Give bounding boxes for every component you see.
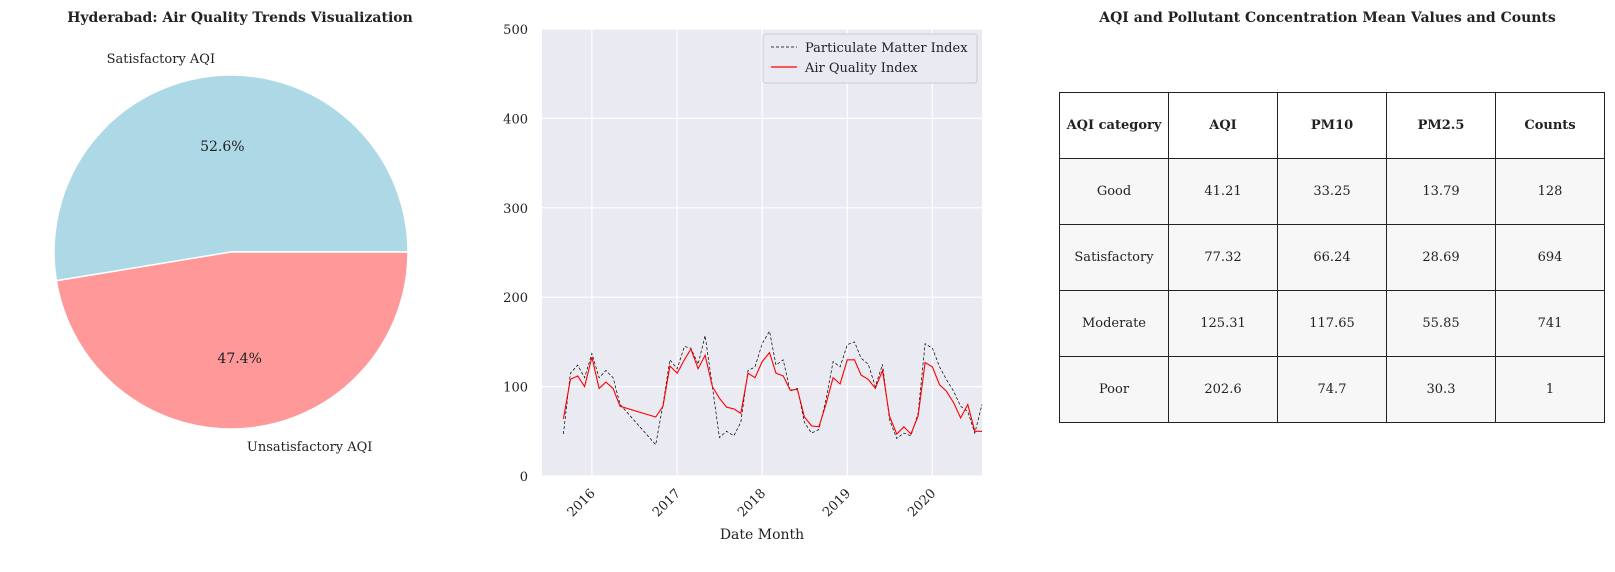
line-chart: 0 100 200 300 400 500 2016 2017 2018 2019 2020 Date… <box>503 23 983 543</box>
pie-slice <box>55 251 409 430</box>
pie-category-label: Satisfactory AQI <box>107 52 215 67</box>
pie-slice <box>53 74 409 282</box>
table-row: Good 41.21 33.25 13.79 128 <box>1059 158 1605 225</box>
x-tick-label: 2016 <box>565 486 599 520</box>
x-tick-label: 2020 <box>905 486 939 520</box>
table-cell: 694 <box>1495 224 1605 291</box>
table-cell: Moderate <box>1059 290 1169 357</box>
table-cell: 202.6 <box>1168 356 1278 423</box>
table-cell: 1 <box>1495 356 1605 423</box>
table-header-cell: PM2.5 <box>1386 92 1496 159</box>
table-cell: 125.31 <box>1168 290 1278 357</box>
table-cell: 33.25 <box>1277 158 1387 225</box>
table-cell: 28.69 <box>1386 224 1496 291</box>
table-cell: 74.7 <box>1277 356 1387 423</box>
pie-value-label: 47.4% <box>217 351 261 367</box>
table-cell: 66.24 <box>1277 224 1387 291</box>
table-cell: 41.21 <box>1168 158 1278 225</box>
table-header-cell: Counts <box>1495 92 1605 159</box>
y-tick-label: 100 <box>503 381 528 396</box>
table-header-cell: AQI category <box>1059 92 1169 159</box>
table-cell: 13.79 <box>1386 158 1496 225</box>
table-cell: 30.3 <box>1386 356 1496 423</box>
table-cell: 128 <box>1495 158 1605 225</box>
table-cell: 77.32 <box>1168 224 1278 291</box>
series-line <box>563 330 983 446</box>
table-row: Poor 202.6 74.7 30.3 1 <box>1059 356 1605 423</box>
pie-chart: 52.6% Satisfactory AQI 47.4% Unsatisfactory… <box>53 52 409 455</box>
table-header-cell: PM10 <box>1277 92 1387 159</box>
table-row: Satisfactory 77.32 66.24 28.69 694 <box>1059 224 1605 291</box>
summary-table: AQI category AQI PM10 PM2.5 Counts Good … <box>1059 92 1605 423</box>
pie-chart-title: Hyderabad: Air Quality Trends Visualizat… <box>67 10 413 26</box>
table-title: AQI and Pollutant Concentration Mean Val… <box>1099 10 1556 26</box>
table-cell: 117.65 <box>1277 290 1387 357</box>
table-cell: Satisfactory <box>1059 224 1169 291</box>
table-row: Moderate 125.31 117.65 55.85 741 <box>1059 290 1605 357</box>
y-tick-label: 500 <box>503 23 528 38</box>
pie-category-label: Unsatisfactory AQI <box>247 440 373 455</box>
table-cell: 741 <box>1495 290 1605 357</box>
legend-label: Particulate Matter Index <box>805 41 968 56</box>
table-cell: 55.85 <box>1386 290 1496 357</box>
legend <box>762 33 978 84</box>
y-tick-label: 0 <box>520 470 528 485</box>
x-axis-label: Date Month <box>720 527 804 543</box>
table-panel: AQI and Pollutant Concentration Mean Val… <box>1040 0 1615 568</box>
line-chart-panel: 0 100 200 300 400 500 2016 2017 2018 2019 2020 Date… <box>500 0 1020 568</box>
series-line <box>562 347 982 435</box>
table-cell: Good <box>1059 158 1169 225</box>
table-cell: Poor <box>1059 356 1169 423</box>
pie-chart-panel: Hyderabad: Air Quality Trends Visualizat… <box>0 0 480 568</box>
x-tick-label: 2019 <box>820 486 854 520</box>
table-header-row: AQI category AQI PM10 PM2.5 Counts <box>1059 92 1605 159</box>
legend-label: Air Quality Index <box>804 61 918 76</box>
x-tick-label: 2018 <box>735 486 769 520</box>
y-tick-label: 300 <box>503 202 528 217</box>
pie-value-label: 52.6% <box>200 139 244 155</box>
x-tick-label: 2017 <box>650 486 684 520</box>
y-tick-label: 400 <box>503 112 528 127</box>
table-header-cell: AQI <box>1168 92 1278 159</box>
y-tick-label: 200 <box>503 291 528 306</box>
